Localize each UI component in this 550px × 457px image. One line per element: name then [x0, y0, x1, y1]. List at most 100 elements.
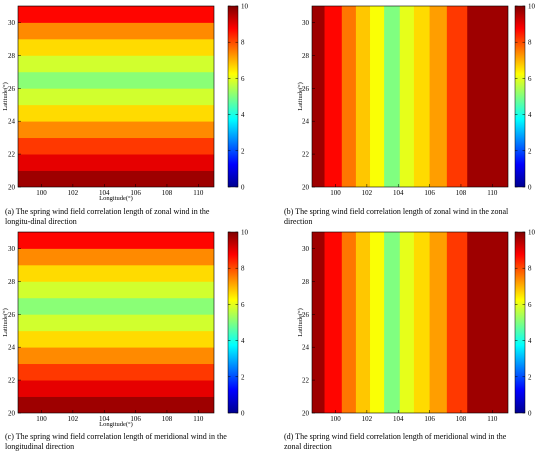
- x-tick-label: 104: [99, 189, 110, 197]
- plot-frame: [311, 231, 509, 414]
- heatmap-band: [312, 232, 325, 413]
- y-tick-label: 26: [302, 311, 310, 319]
- y-tick-label: 22: [8, 151, 16, 159]
- y-tick-label: 28: [302, 278, 310, 286]
- heatmap-band: [18, 6, 214, 7]
- heatmap-band: [429, 6, 448, 187]
- heatmap-band: [355, 232, 371, 413]
- heatmap-band: [18, 55, 214, 73]
- heatmap-band: [446, 6, 468, 187]
- heatmap-band: [18, 248, 214, 266]
- colorbar-tick-label: 8: [241, 265, 245, 273]
- x-tick-label: 100: [36, 415, 47, 423]
- plot-frame: [17, 231, 215, 414]
- heatmap-bands: [312, 6, 508, 187]
- heatmap-band: [18, 38, 214, 56]
- heatmap-band: [18, 347, 214, 365]
- y-tick-label: 30: [8, 19, 16, 27]
- x-tick-label: 100: [330, 189, 341, 197]
- heatmap-band: [18, 121, 214, 139]
- y-tick-label: 20: [8, 184, 16, 192]
- colorbar-tick-label: 4: [528, 337, 532, 345]
- colorbar-tick-label: 2: [241, 373, 245, 381]
- colorbar-tick-label: 2: [241, 147, 245, 155]
- heatmap-band: [18, 71, 214, 89]
- heatmap-band: [384, 6, 401, 187]
- heatmap-band: [467, 6, 508, 187]
- y-tick-label: 26: [8, 311, 16, 319]
- y-axis-label: Latitude(°): [297, 82, 304, 111]
- heatmap-band: [370, 6, 385, 187]
- heatmap-band: [18, 88, 214, 106]
- x-tick-label: 102: [362, 189, 373, 197]
- x-axis-label: Longitude(°): [99, 195, 133, 202]
- colorbar-tick-label: 0: [528, 184, 532, 192]
- colorbar: [514, 5, 526, 188]
- heatmap-band: [384, 232, 401, 413]
- y-tick-label: 30: [8, 245, 16, 253]
- caption-d: (d) The spring wind field correlation le…: [284, 432, 507, 451]
- y-tick-label: 26: [8, 85, 16, 93]
- heatmap-band: [467, 232, 508, 413]
- heatmap-panel-c: 100 102 104 106 108 110202224262830Longitude(…: [2, 229, 249, 429]
- y-tick-label: 22: [8, 377, 16, 385]
- heatmap-band: [429, 232, 448, 413]
- colorbar-tick-label: 8: [241, 39, 245, 47]
- caption-a: (a) The spring wind field correlation le…: [5, 207, 210, 226]
- y-tick-label: 24: [8, 118, 16, 126]
- heatmap-band: [18, 396, 214, 413]
- heatmap-band: [18, 330, 214, 348]
- x-tick-label: 104: [393, 189, 404, 197]
- y-tick-label: 22: [302, 377, 310, 385]
- x-tick-label: 106: [424, 189, 435, 197]
- plot-frame: [311, 5, 509, 188]
- y-tick-label: 20: [302, 184, 310, 192]
- colorbar-tick-label: 6: [528, 301, 532, 309]
- colorbar-tick-label: 4: [528, 111, 532, 119]
- y-axis-label: Latitude(°): [297, 308, 304, 337]
- x-tick-label: 108: [456, 189, 467, 197]
- heatmap-band: [18, 170, 214, 187]
- heatmap-band: [18, 137, 214, 155]
- x-tick-label: 110: [487, 189, 498, 197]
- colorbar-tick-label: 10: [528, 3, 536, 11]
- colorbar-tick-label: 8: [528, 265, 532, 273]
- heatmap-band: [18, 314, 214, 332]
- colorbar-tick-label: 10: [241, 3, 249, 11]
- x-tick-label: 100: [330, 415, 341, 423]
- x-tick-label: 104: [99, 415, 110, 423]
- heatmap-bands: [18, 232, 214, 413]
- x-tick-label: 110: [193, 415, 204, 423]
- colorbar-tick-label: 0: [241, 410, 245, 418]
- y-tick-label: 24: [8, 344, 16, 352]
- x-axis-label: Longitude(°): [99, 421, 133, 428]
- heatmap-band: [370, 232, 385, 413]
- colorbar-tick-label: 6: [241, 75, 245, 83]
- y-tick-label: 28: [8, 278, 16, 286]
- plot-frame: [17, 5, 215, 188]
- colorbar-tick-label: 8: [528, 39, 532, 47]
- heatmap-band: [413, 232, 430, 413]
- heatmap-band: [399, 6, 415, 187]
- x-tick-label: 108: [162, 415, 173, 423]
- x-tick-label: 108: [162, 189, 173, 197]
- colorbar-tick-label: 0: [528, 410, 532, 418]
- x-tick-label: 102: [68, 189, 79, 197]
- colorbar-tick-label: 2: [528, 373, 532, 381]
- y-tick-label: 20: [8, 410, 16, 418]
- x-tick-label: 110: [487, 415, 498, 423]
- caption-c: (c) The spring wind field correlation le…: [5, 432, 227, 451]
- y-axis-label: Latitude(°): [2, 82, 9, 111]
- heatmap-band: [446, 232, 468, 413]
- y-tick-label: 30: [302, 19, 310, 27]
- heatmap-band: [18, 6, 214, 23]
- colorbar-tick-label: 6: [528, 75, 532, 83]
- heatmap-band: [324, 6, 343, 187]
- caption-b: (b) The spring wind field correlation le…: [284, 207, 509, 226]
- x-tick-label: 100: [36, 189, 47, 197]
- y-tick-label: 22: [302, 151, 310, 159]
- colorbar-tick-label: 2: [528, 147, 532, 155]
- y-tick-label: 26: [302, 85, 310, 93]
- x-tick-label: 102: [362, 415, 373, 423]
